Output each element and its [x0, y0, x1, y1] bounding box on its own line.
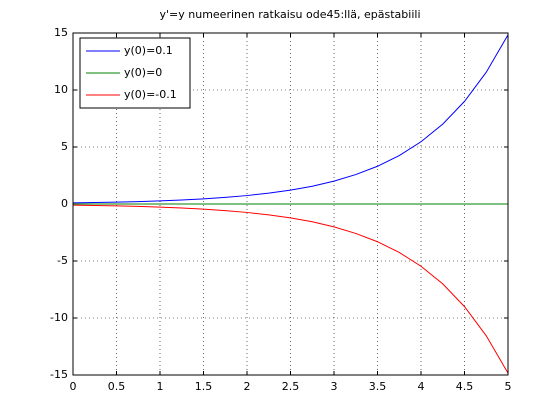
y-tick-label: -5	[57, 254, 68, 267]
legend-label: y(0)=-0.1	[124, 88, 177, 101]
chart-title: y'=y numeerinen ratkaisu ode45:llä, epäs…	[160, 8, 421, 21]
series-line	[72, 204, 509, 374]
x-tick-label: 1.5	[195, 380, 213, 393]
y-tick-label: 5	[61, 140, 68, 153]
x-tick-label: 4	[418, 380, 425, 393]
x-tick-label: 1	[157, 380, 164, 393]
y-tick-label: 15	[54, 26, 68, 39]
x-tick-label: 4.5	[456, 380, 474, 393]
series-line	[72, 34, 509, 204]
x-tick-label: 2.5	[282, 380, 300, 393]
x-tick-label: 2	[244, 380, 251, 393]
x-tick-label: 5	[505, 380, 512, 393]
x-tick-label: 3.5	[369, 380, 387, 393]
legend-label: y(0)=0	[124, 66, 162, 79]
y-tick-label: 0	[61, 197, 68, 210]
x-tick-label: 0.5	[108, 380, 126, 393]
legend-label: y(0)=0.1	[124, 44, 173, 57]
x-tick-label: 3	[331, 380, 338, 393]
x-tick-label: 0	[70, 380, 77, 393]
y-tick-label: -10	[50, 311, 68, 324]
y-tick-label: -15	[50, 368, 68, 381]
axes-box	[72, 32, 509, 376]
y-tick-label: 10	[54, 83, 68, 96]
